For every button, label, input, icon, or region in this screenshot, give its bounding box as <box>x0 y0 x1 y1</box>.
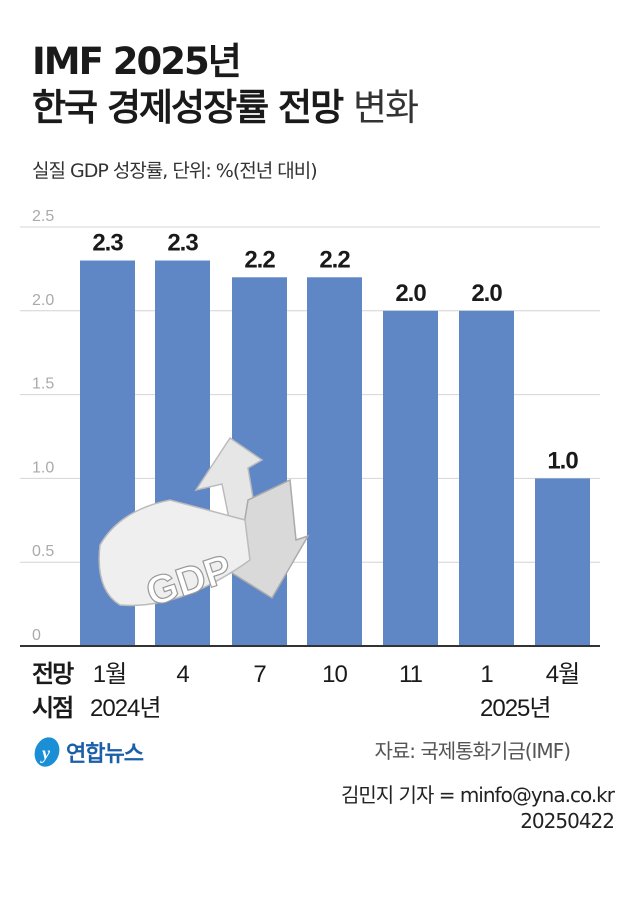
y-tick-label: 2.5 <box>32 208 54 225</box>
bar <box>307 277 362 646</box>
title-line-1: IMF 2025년 <box>32 40 242 83</box>
x-tick-label: 11 <box>399 661 423 688</box>
svg-text:y: y <box>40 743 51 763</box>
x-tick-label: 4 <box>176 661 189 688</box>
axis-title-line2: 시점 <box>32 694 72 722</box>
data-label: 2.0 <box>471 280 502 307</box>
year-label: 2025년 <box>480 695 550 722</box>
source-text: 자료: 국제통화기금(IMF) <box>374 739 571 763</box>
title-line-2: 한국 경제성장률 전망 변화 <box>32 86 419 130</box>
y-tick-label: 0.5 <box>32 543 54 560</box>
data-label: 2.2 <box>244 246 275 273</box>
x-tick-label: 1월 <box>93 661 126 688</box>
logo-text: 연합뉴스 <box>66 742 144 767</box>
data-label: 2.3 <box>167 230 198 257</box>
data-label: 1.0 <box>547 447 578 474</box>
title-light: 변화 <box>353 86 419 129</box>
reporter-text: 김민지 기자 = minfo@yna.co.kr <box>341 783 615 807</box>
yonhap-logo: y 연합뉴스 <box>32 735 144 769</box>
data-label: 2.2 <box>319 246 350 273</box>
axis-title-line1: 전망 <box>32 660 74 688</box>
y-tick-label: 0 <box>32 627 41 644</box>
data-label: 2.0 <box>395 280 426 307</box>
x-tick-label: 4월 <box>546 661 579 688</box>
bar <box>535 478 590 646</box>
bar <box>459 310 514 646</box>
credit: 김민지 기자 = minfo@yna.co.kr 20250422 <box>341 782 615 834</box>
yonhap-logo-icon: y <box>34 737 60 767</box>
bar <box>383 310 438 646</box>
x-tick-label: 1 <box>480 661 493 688</box>
gdp-block-icon <box>98 499 251 607</box>
bar-chart: 0 0.5 1.0 1.5 2.0 2.5 2.3 1월 2024년 2.3 4 2.2 7 2.2 10 2… <box>20 208 600 722</box>
date-text: 20250422 <box>520 809 615 833</box>
y-tick-label: 1.5 <box>32 376 54 393</box>
data-label: 2.3 <box>92 230 123 257</box>
year-label: 2024년 <box>90 695 160 722</box>
y-tick-label: 1.0 <box>32 459 54 476</box>
title-bold: 한국 경제성장률 전망 <box>32 86 344 129</box>
x-tick-label: 7 <box>253 661 266 688</box>
y-tick-label: 2.0 <box>32 292 54 309</box>
chart-subtitle: 실질 GDP 성장률, 단위: %(전년 대비) <box>32 160 318 182</box>
x-tick-label: 10 <box>322 661 347 688</box>
